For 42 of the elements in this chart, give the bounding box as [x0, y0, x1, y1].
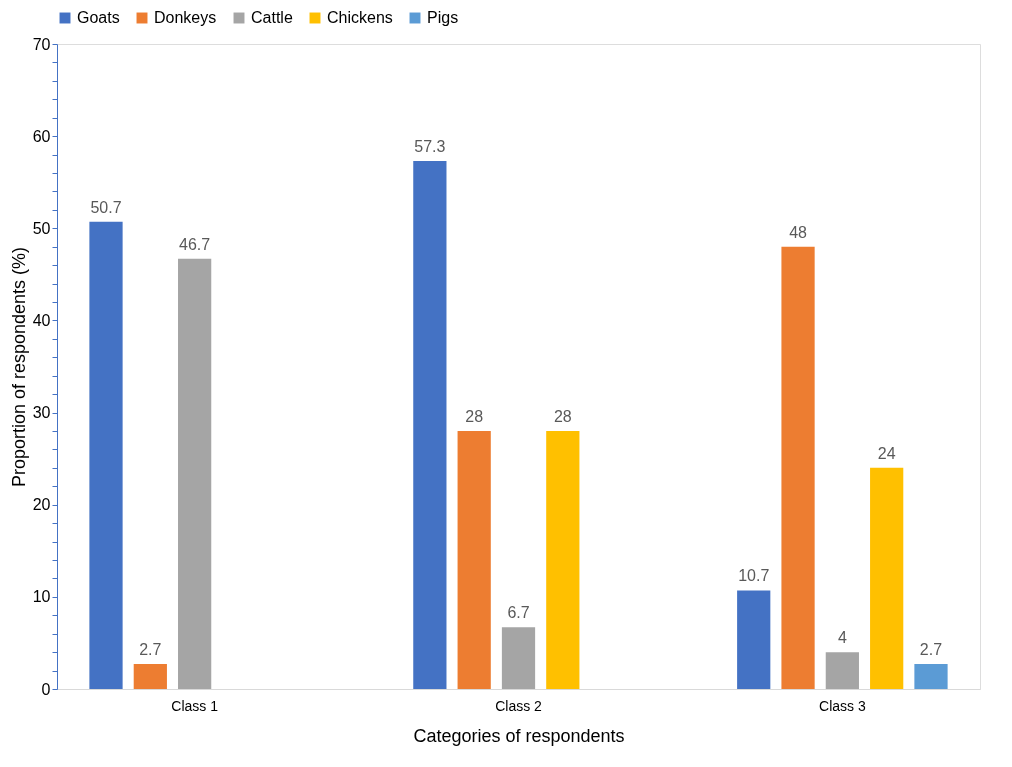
data-label: 57.3	[414, 138, 446, 156]
legend-label: Donkeys	[154, 9, 217, 26]
bar	[825, 652, 859, 689]
data-label: 10.7	[738, 567, 770, 585]
x-axis-title: Categories of respondents	[413, 725, 625, 746]
y-tick-label: 0	[41, 680, 51, 698]
data-label: 28	[553, 408, 572, 425]
bar	[457, 431, 491, 689]
bar	[737, 590, 771, 689]
y-tick-label: 40	[32, 311, 51, 329]
data-label: 4	[837, 629, 847, 647]
data-label: 50.7	[90, 198, 122, 216]
x-tick-label: Class 1	[171, 697, 219, 714]
y-tick-label: 70	[32, 35, 51, 53]
data-label: 2.7	[139, 641, 162, 659]
y-tick-label: 60	[32, 127, 51, 145]
bar	[914, 664, 948, 689]
data-label: 24	[877, 444, 896, 462]
bar	[89, 221, 123, 689]
y-axis-title: Proportion of respondents (%)	[8, 246, 29, 488]
y-tick-label: 10	[32, 588, 51, 606]
data-label: 48	[789, 223, 808, 241]
bar	[133, 664, 167, 689]
x-tick-label: Class 2	[495, 697, 543, 714]
data-label: 28	[465, 408, 484, 425]
legend-label: Chickens	[327, 9, 393, 26]
bar	[781, 246, 815, 689]
data-label: 46.7	[179, 235, 211, 253]
bar	[870, 467, 904, 689]
data-label: 2.7	[919, 641, 943, 659]
y-tick-label: 30	[32, 404, 51, 422]
bar	[178, 258, 212, 689]
bar	[501, 627, 536, 689]
legend-label: Pigs	[427, 9, 459, 26]
y-tick-label: 50	[32, 219, 51, 237]
legend-label: Cattle	[251, 9, 293, 26]
y-tick-label: 20	[32, 496, 51, 514]
x-tick-label: Class 3	[819, 697, 866, 714]
bar	[546, 431, 580, 689]
data-label: 6.7	[507, 604, 530, 622]
bar	[413, 161, 447, 689]
legend-label: Goats	[77, 9, 120, 26]
